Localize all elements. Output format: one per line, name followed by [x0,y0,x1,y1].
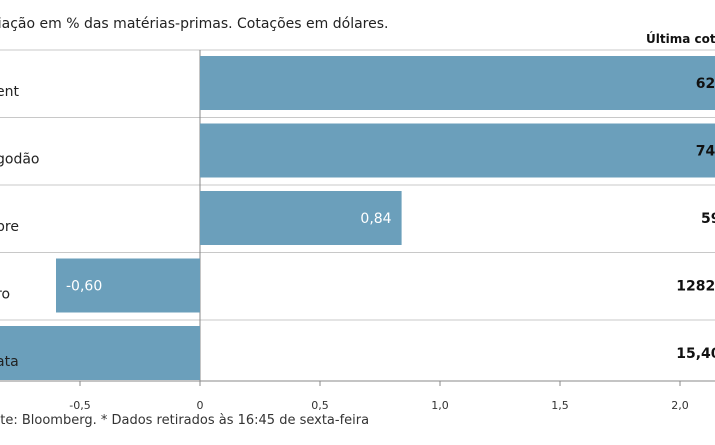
last-quote-value: 5992 [701,211,715,227]
x-tick-label: 1,5 [551,399,569,412]
category-label: ata [0,354,19,370]
value-label: -0,60 [66,279,102,295]
bar-2 [200,191,402,245]
chart-footer-source: nte: Bloomberg. * Dados retirados às 16:… [0,413,370,428]
x-tick-label: 0,5 [311,399,329,412]
chart-subtitle: riação em % das matérias-primas. Cotaçõe… [0,16,389,32]
category-label: ent [0,84,19,100]
last-quote-value: 1282,54 [676,279,715,295]
x-tick-label: 2,0 [671,399,689,412]
bar-1 [200,123,715,178]
x-tick-label: 0 [197,399,204,412]
last-quote-value: 15,4098 [676,346,715,362]
last-quote-header: Última cotaç [646,32,715,46]
bar-0 [200,56,715,110]
last-quote-value: 62,79 [696,76,715,92]
x-tick-label: 1,0 [431,399,449,412]
category-label: ro [0,287,10,303]
category-label: godão [0,152,39,168]
x-tick-label: -0,5 [69,399,90,412]
category-label: bre [0,219,19,235]
last-quote-value: 74,25 [696,144,715,160]
bar-3 [56,258,200,313]
value-label: 0,84 [360,211,391,227]
bar-4 [0,326,200,380]
